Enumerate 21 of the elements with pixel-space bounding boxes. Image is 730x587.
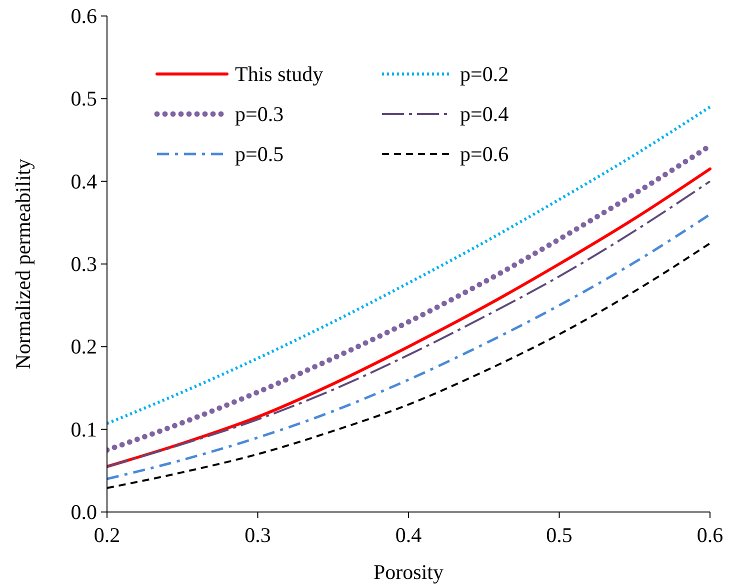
x-axis-title: Porosity	[373, 560, 444, 584]
x-tick-label: 0.6	[696, 523, 724, 547]
legend-label: This study	[235, 62, 324, 86]
y-tick-label: 0.5	[70, 86, 97, 111]
x-tick-label: 0.3	[244, 523, 271, 547]
y-tick-label: 0.1	[70, 417, 97, 442]
y-tick-label: 0.0	[70, 500, 97, 524]
x-tick-label: 0.2	[94, 523, 120, 547]
legend-label: p=0.5	[235, 142, 284, 166]
y-axis-title: Normalized permeability	[11, 158, 35, 370]
legend-label: p=0.4	[460, 102, 510, 126]
y-tick-label: 0.6	[70, 4, 97, 28]
line-series	[107, 105, 712, 426]
y-tick-label: 0.3	[70, 252, 97, 276]
legend-label: p=0.2	[460, 62, 509, 86]
legend-label: p=0.6	[460, 142, 509, 166]
y-tick-label: 0.2	[70, 334, 97, 359]
x-tick-label: 0.4	[395, 523, 422, 547]
x-tick-label: 0.5	[546, 523, 572, 547]
legend-label: p=0.3	[235, 102, 284, 126]
y-tick-label: 0.4	[70, 169, 98, 194]
